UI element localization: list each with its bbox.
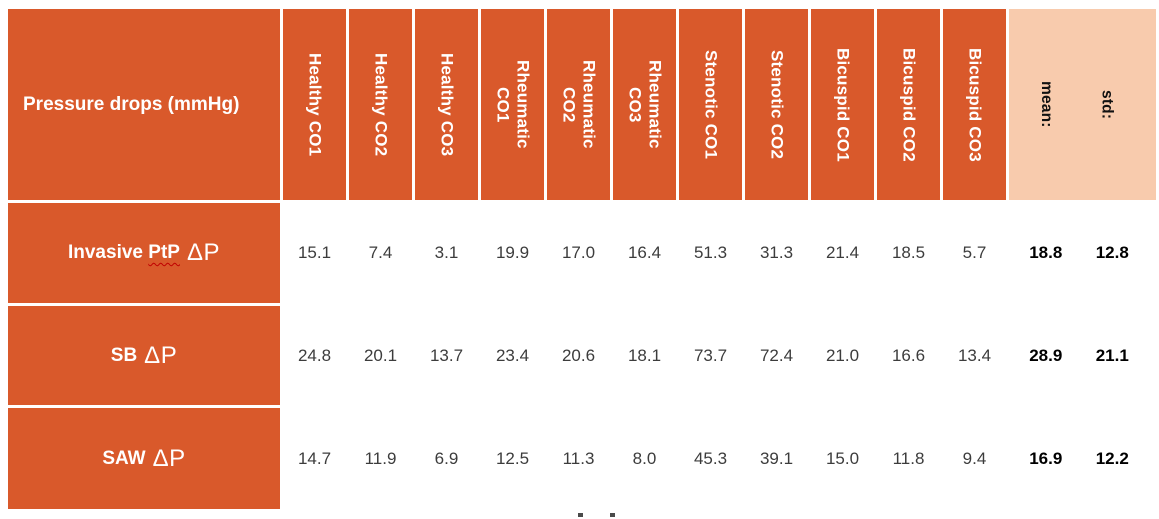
column-header-healthy-co3: Healthy CO3: [415, 9, 478, 200]
value-cell: 15.1: [283, 203, 346, 303]
column-header-label: Rheumatic CO1: [493, 60, 533, 149]
value-cell: 39.1: [745, 408, 808, 509]
value-cell: 23.4: [481, 306, 544, 405]
delta-p-symbol: ΔP: [152, 444, 186, 472]
column-header-rheumatic-co1: Rheumatic CO1: [481, 9, 544, 200]
value-cell: 73.7: [679, 306, 742, 405]
column-header-label: Healthy CO2: [371, 52, 391, 157]
value-cell: 17.0: [547, 203, 610, 303]
column-header-label: Stenotic CO1: [701, 49, 721, 160]
value-cell: 5.7: [943, 203, 1006, 303]
column-header-label: Rheumatic CO2: [559, 60, 599, 149]
value-cell: 15.0: [811, 408, 874, 509]
value-cell: 13.7: [415, 306, 478, 405]
misspelled-word: PtP: [148, 242, 180, 263]
value-cell: 9.4: [943, 408, 1006, 509]
value-cell: 21.4: [811, 203, 874, 303]
row-label-sb: SB ΔP: [8, 306, 280, 405]
delta-p-symbol: ΔP: [186, 239, 220, 266]
std-value: 12.8: [1095, 243, 1129, 262]
value-cell: 11.3: [547, 408, 610, 509]
column-header-label: Rheumatic CO3: [625, 60, 665, 149]
value-cell: 24.8: [283, 306, 346, 405]
value-cell: 51.3: [679, 203, 742, 303]
column-header-label: Healthy CO1: [305, 52, 325, 157]
value-cell: 8.0: [613, 408, 676, 509]
std-header: std:: [1083, 9, 1157, 200]
column-header-healthy-co2: Healthy CO2: [349, 9, 412, 200]
value-cell: 18.5: [877, 203, 940, 303]
value-cell: 11.8: [877, 408, 940, 509]
value-cell: 45.3: [679, 408, 742, 509]
value-cell: 13.4: [943, 306, 1006, 405]
column-header-bicuspid-co1: Bicuspid CO1: [811, 9, 874, 200]
mean-header: mean:: [1009, 9, 1083, 200]
stats-header-cell: mean: std:: [1009, 9, 1156, 200]
value-cell: 6.9: [415, 408, 478, 509]
column-header-healthy-co1: Healthy CO1: [283, 9, 346, 200]
row-label-saw: SAW ΔP: [8, 408, 280, 509]
delta-p-symbol: ΔP: [144, 341, 178, 369]
value-cell: 31.3: [745, 203, 808, 303]
value-cell: 19.9: [481, 203, 544, 303]
column-header-stenotic-co2: Stenotic CO2: [745, 9, 808, 200]
mean-value: 16.9: [1029, 448, 1063, 468]
std-header-label: std:: [1098, 89, 1116, 120]
row-label-invasive-ptp: Invasive PtP ΔP: [8, 203, 280, 303]
clipped-caption-mark: [610, 513, 615, 517]
column-header-bicuspid-co3: Bicuspid CO3: [943, 9, 1006, 200]
mean-value: 28.9: [1029, 345, 1063, 365]
value-cell: 21.0: [811, 306, 874, 405]
value-cell: 20.1: [349, 306, 412, 405]
value-cell: 72.4: [745, 306, 808, 405]
value-cell: 3.1: [415, 203, 478, 303]
column-header-label: Bicuspid CO2: [899, 47, 919, 162]
row-label-text: SB: [110, 344, 138, 366]
stats-value-cell: 18.8 12.8: [1009, 203, 1156, 303]
column-header-rheumatic-co2: Rheumatic CO2: [547, 9, 610, 200]
mean-header-label: mean:: [1037, 81, 1055, 128]
column-header-rheumatic-co3: Rheumatic CO3: [613, 9, 676, 200]
pressure-drops-table: Pressure drops (mmHg) Healthy CO1 Healthy…: [8, 9, 1156, 509]
std-value: 21.1: [1095, 345, 1129, 365]
row-label-text: SAW: [102, 447, 146, 469]
value-cell: 16.4: [613, 203, 676, 303]
column-header-label: Healthy CO3: [437, 52, 457, 157]
stats-value-cell: 28.9 21.1: [1009, 306, 1156, 405]
value-cell: 12.5: [481, 408, 544, 509]
clipped-caption-mark: [578, 513, 583, 517]
stats-value-cell: 16.9 12.2: [1009, 408, 1156, 509]
value-cell: 16.6: [877, 306, 940, 405]
table-title-cell: Pressure drops (mmHg): [8, 9, 280, 200]
std-value: 12.2: [1095, 448, 1129, 468]
column-header-label: Bicuspid CO3: [965, 47, 985, 162]
column-header-stenotic-co1: Stenotic CO1: [679, 9, 742, 200]
column-header-bicuspid-co2: Bicuspid CO2: [877, 9, 940, 200]
column-header-label: Bicuspid CO1: [833, 47, 853, 162]
value-cell: 11.9: [349, 408, 412, 509]
value-cell: 14.7: [283, 408, 346, 509]
table-title: Pressure drops (mmHg): [23, 93, 240, 115]
value-cell: 20.6: [547, 306, 610, 405]
row-label-text: Invasive PtP: [67, 242, 180, 263]
value-cell: 18.1: [613, 306, 676, 405]
mean-value: 18.8: [1029, 243, 1063, 262]
column-header-label: Stenotic CO2: [767, 49, 787, 160]
value-cell: 7.4: [349, 203, 412, 303]
